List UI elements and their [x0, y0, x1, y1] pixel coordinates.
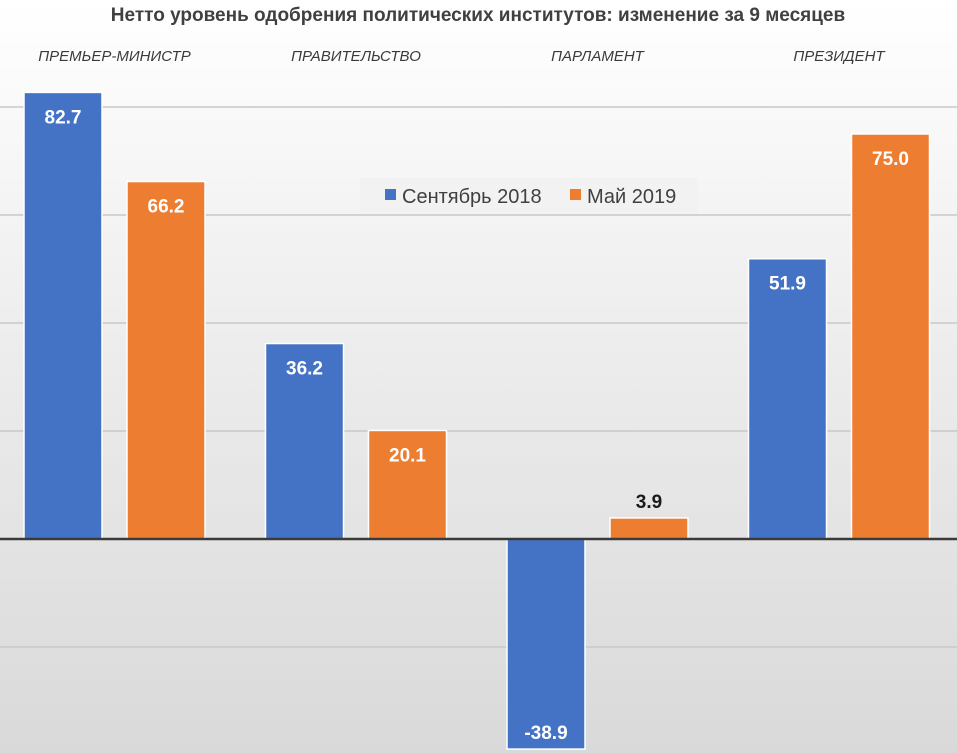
- data-label: 3.9: [636, 492, 662, 513]
- legend-background: [360, 178, 698, 214]
- chart-title: Нетто уровень одобрения политических инс…: [111, 5, 845, 26]
- bars: [23, 91, 931, 750]
- legend-label-may-2019: Май 2019: [587, 186, 676, 208]
- category-label: ПРЕЗИДЕНТ: [793, 48, 886, 65]
- data-label: 51.9: [769, 274, 806, 295]
- legend-swatch-may-2019: [570, 189, 581, 200]
- bar-september-2018: [747, 257, 828, 540]
- data-label: 66.2: [148, 197, 185, 218]
- bar-may-2019: [850, 133, 931, 540]
- bar-september-2018: [506, 538, 586, 750]
- legend-label-september-2018: Сентябрь 2018: [402, 186, 542, 208]
- legend-swatch-september-2018: [385, 189, 396, 200]
- data-label: 75.0: [872, 149, 909, 170]
- category-label: ПРАВИТЕЛЬСТВО: [291, 48, 421, 65]
- data-label: 36.2: [286, 359, 323, 380]
- data-label: -38.9: [524, 723, 567, 744]
- category-labels: ПРЕМЬЕР-МИНИСТР ПРАВИТЕЛЬСТВО ПАРЛАМЕНТ ПРЕ…: [38, 48, 886, 65]
- category-label: ПРЕМЬЕР-МИНИСТР: [38, 48, 190, 65]
- data-label: 82.7: [45, 107, 82, 128]
- bar-may-2019: [126, 180, 206, 540]
- data-labels: 82.7 36.2 -38.9 51.9 66.2 20.1 3.9 75.0: [45, 107, 909, 744]
- bar-may-2019: [367, 429, 448, 540]
- data-label: 20.1: [389, 445, 426, 466]
- bar-september-2018: [23, 91, 103, 540]
- category-label: ПАРЛАМЕНТ: [551, 48, 645, 65]
- bar-may-2019: [609, 517, 689, 540]
- legend: Сентябрь 2018 Май 2019: [360, 178, 698, 214]
